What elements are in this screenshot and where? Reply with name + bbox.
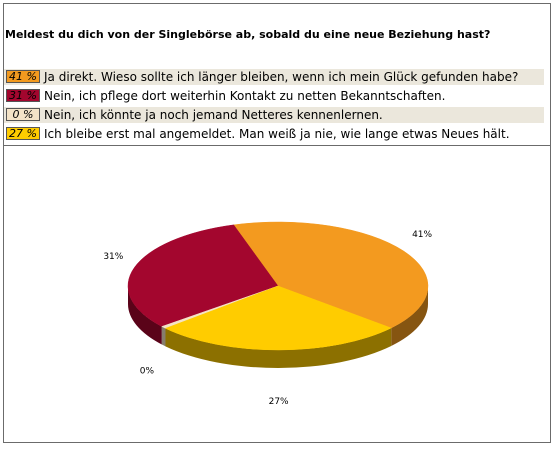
pie-slice-side (165, 327, 392, 368)
answer-row: 27 % Ich bleibe erst mal angemeldet. Man… (4, 125, 544, 143)
answer-row: 41 % Ja direkt. Wieso sollte ich länger … (4, 68, 544, 86)
pie-label-group: 41% 31% 0% 27% (103, 230, 432, 407)
pie-slice (127, 224, 279, 327)
pie-chart: 41% 31% 0% 27% (103, 221, 433, 407)
pie-side-group (128, 286, 429, 368)
answer-row: 31 % Nein, ich pflege dort weiterhin Kon… (4, 87, 544, 105)
pie-percent-label: 31% (103, 252, 123, 262)
answer-list: 41 % Ja direkt. Wieso sollte ich länger … (4, 68, 544, 144)
pie-percent-label: 27% (269, 397, 289, 407)
pie-slice-side (161, 326, 166, 347)
answer-row: 0 % Nein, ich könnte ja noch jemand Nett… (4, 106, 544, 124)
answer-label: Ja direkt. Wieso sollte ich länger bleib… (44, 70, 519, 84)
answer-label: Nein, ich pflege dort weiterhin Kontakt … (44, 89, 446, 103)
percent-badge: 31 % (6, 89, 40, 102)
percent-badge: 41 % (6, 70, 40, 83)
pie-slice (164, 285, 392, 351)
percent-badge: 27 % (6, 127, 40, 140)
answer-label: Nein, ich könnte ja noch jemand Netteres… (44, 108, 383, 122)
pie-percent-label: 41% (412, 230, 432, 240)
percent-badge: 0 % (6, 108, 40, 121)
pie-slice-side (128, 286, 162, 345)
poll-question: Meldest du dich von der Singlebörse ab, … (5, 28, 491, 41)
pie-slice-side (391, 286, 429, 346)
divider (3, 145, 551, 146)
pie-slice (233, 221, 429, 329)
answer-label: Ich bleibe erst mal angemeldet. Man weiß… (44, 127, 510, 141)
pie-percent-label: 0% (140, 367, 155, 377)
pie-top-group (127, 221, 429, 351)
